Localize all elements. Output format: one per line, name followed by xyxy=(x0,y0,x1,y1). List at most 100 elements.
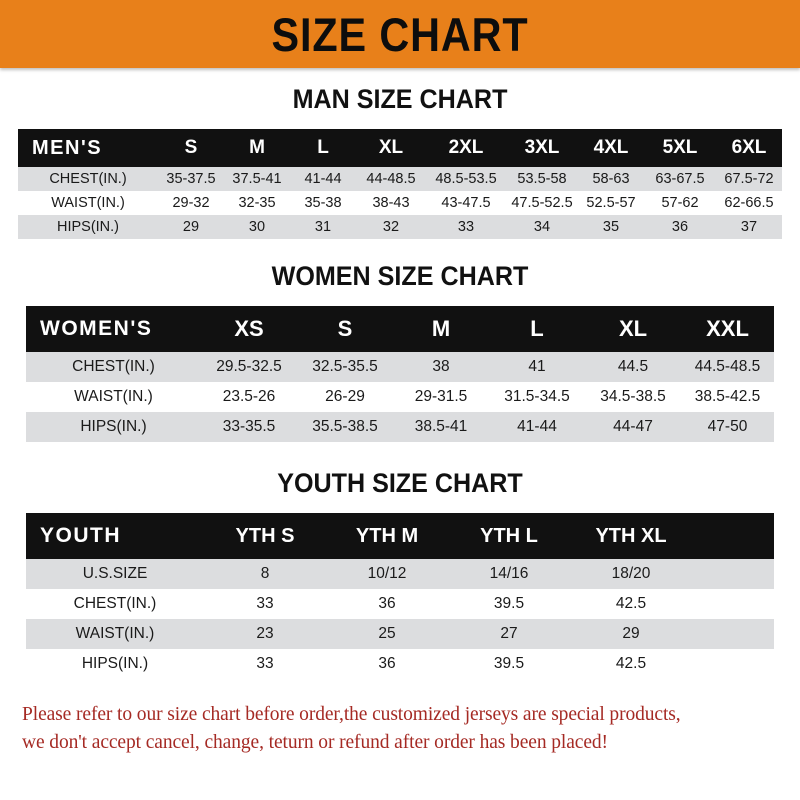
men-row-1-cell-0: 29-32 xyxy=(172,195,210,211)
youth-row-1-cell-0: 33 xyxy=(256,595,274,612)
men-row-0-cell-8: 67.5-72 xyxy=(724,171,774,187)
youth-row-0-cell-0: 8 xyxy=(260,565,270,582)
table-row: HIPS(IN.) 29 30 31 32 33 34 35 36 37 xyxy=(18,215,782,239)
youth-row-2-cell-1: 25 xyxy=(378,625,396,642)
youth-size-col-1: YTH M xyxy=(355,524,419,547)
men-row-2-cell-6: 35 xyxy=(602,219,620,235)
youth-row-2-cell-3: 29 xyxy=(622,625,640,642)
disclaimer-line-2: we don't accept cancel, change, teturn o… xyxy=(22,732,608,754)
men-row-0-label: CHEST(IN.) xyxy=(49,171,127,187)
table-row: WAIST(IN.) 23.5-26 26-29 29-31.5 31.5-34… xyxy=(26,382,774,412)
women-row-1-cell-0: 23.5-26 xyxy=(222,388,276,405)
youth-row-0-cell-2: 14/16 xyxy=(489,565,529,582)
men-row-1-cell-8: 62-66.5 xyxy=(724,195,774,211)
men-row-1-cell-3: 38-43 xyxy=(372,195,410,211)
women-row-2-cell-4: 44-47 xyxy=(613,418,653,435)
women-row-2-label: HIPS(IN.) xyxy=(80,418,147,435)
men-size-col-7: 5XL xyxy=(662,137,698,158)
page-banner: SIZE CHART xyxy=(0,0,800,68)
men-row-2-cell-2: 31 xyxy=(314,219,332,235)
youth-row-0-label: U.S.SIZE xyxy=(82,565,148,582)
men-size-col-8: 6XL xyxy=(731,137,767,158)
disclaimer-line-1: Please refer to our size chart before or… xyxy=(22,704,681,725)
youth-row-0-cell-4 xyxy=(692,559,774,589)
women-table-header-row: WOMEN'S XS S M L XL XXL xyxy=(26,306,774,352)
men-row-0-cell-3: 44-48.5 xyxy=(366,171,416,187)
men-row-1-cell-2: 35-38 xyxy=(304,195,342,211)
women-size-table: WOMEN'S XS S M L XL XXL CHEST(IN.) 29.5-… xyxy=(26,306,774,442)
men-row-0-cell-6: 58-63 xyxy=(592,171,630,187)
youth-row-3-cell-0: 33 xyxy=(256,655,274,672)
youth-row-3-cell-2: 39.5 xyxy=(493,655,525,672)
men-row-0-cell-4: 48.5-53.5 xyxy=(435,171,497,187)
youth-row-1-cell-1: 36 xyxy=(378,595,396,612)
youth-row-3-cell-3: 42.5 xyxy=(615,655,647,672)
women-row-0-cell-2: 38 xyxy=(432,358,450,375)
table-row: HIPS(IN.) 33-35.5 35.5-38.5 38.5-41 41-4… xyxy=(26,412,774,442)
table-row: CHEST(IN.) 35-37.5 37.5-41 41-44 44-48.5… xyxy=(18,167,782,191)
men-row-1-cell-7: 57-62 xyxy=(661,195,699,211)
men-size-col-3: XL xyxy=(378,137,404,158)
table-row: U.S.SIZE 8 10/12 14/16 18/20 xyxy=(26,559,774,589)
women-row-1-cell-1: 26-29 xyxy=(325,388,365,405)
women-row-2-cell-0: 33-35.5 xyxy=(222,418,276,435)
youth-size-col-3: YTH XL xyxy=(595,524,667,547)
women-table-wrap: WOMEN'S XS S M L XL XXL CHEST(IN.) 29.5-… xyxy=(0,306,800,442)
youth-row-2-label: WAIST(IN.) xyxy=(75,625,155,642)
men-row-0-cell-2: 41-44 xyxy=(304,171,342,187)
youth-size-table: YOUTH YTH S YTH M YTH L YTH XL U.S.SIZE … xyxy=(26,513,774,679)
men-row-2-cell-7: 36 xyxy=(671,219,689,235)
women-row-0-cell-4: 44.5 xyxy=(617,358,649,375)
women-row-2-cell-3: 41-44 xyxy=(517,418,557,435)
men-row-0-cell-1: 37.5-41 xyxy=(232,171,282,187)
youth-row-1-cell-2: 39.5 xyxy=(493,595,525,612)
men-row-2-cell-0: 29 xyxy=(182,219,200,235)
women-row-0-label: CHEST(IN.) xyxy=(72,358,155,375)
women-size-col-3: L xyxy=(530,316,544,341)
women-row-0-cell-1: 32.5-35.5 xyxy=(312,358,378,375)
men-row-2-label: HIPS(IN.) xyxy=(56,219,120,235)
youth-header-label: YOUTH xyxy=(40,524,121,547)
women-row-1-label: WAIST(IN.) xyxy=(74,388,153,405)
men-row-1-cell-4: 43-47.5 xyxy=(441,195,491,211)
men-size-col-5: 3XL xyxy=(524,137,560,158)
men-row-0-cell-7: 63-67.5 xyxy=(655,171,705,187)
women-row-2-cell-5: 47-50 xyxy=(707,418,748,435)
men-row-2-cell-4: 33 xyxy=(457,219,475,235)
men-size-col-4: 2XL xyxy=(448,137,484,158)
youth-row-1-label: CHEST(IN.) xyxy=(73,595,157,612)
table-row: HIPS(IN.) 33 36 39.5 42.5 xyxy=(26,649,774,679)
youth-size-col-2: YTH L xyxy=(480,524,538,547)
men-row-1-cell-6: 52.5-57 xyxy=(586,195,636,211)
youth-row-1-cell-4 xyxy=(692,589,774,619)
women-row-0-cell-3: 41 xyxy=(528,358,546,375)
women-row-2-cell-2: 38.5-41 xyxy=(414,418,468,435)
men-section-heading: MAN SIZE CHART xyxy=(292,84,508,114)
youth-row-2-cell-0: 23 xyxy=(256,625,274,642)
youth-table-wrap: YOUTH YTH S YTH M YTH L YTH XL U.S.SIZE … xyxy=(0,513,800,679)
women-size-col-5: XXL xyxy=(706,316,749,341)
youth-table-header-row: YOUTH YTH S YTH M YTH L YTH XL xyxy=(26,513,774,559)
women-header-label: WOMEN'S xyxy=(40,317,153,340)
men-size-col-6: 4XL xyxy=(593,137,629,158)
men-table-wrap: MEN'S S M L XL 2XL 3XL 4XL 5XL 6XL CHEST… xyxy=(0,129,800,239)
table-row: CHEST(IN.) 29.5-32.5 32.5-35.5 38 41 44.… xyxy=(26,352,774,382)
women-row-1-cell-2: 29-31.5 xyxy=(414,388,468,405)
men-size-col-1: M xyxy=(249,137,265,158)
women-row-1-cell-3: 31.5-34.5 xyxy=(504,388,570,405)
women-row-0-cell-5: 44.5-48.5 xyxy=(694,358,761,375)
youth-row-3-cell-4 xyxy=(692,649,774,679)
table-row: WAIST(IN.) 29-32 32-35 35-38 38-43 43-47… xyxy=(18,191,782,215)
youth-row-2-cell-4 xyxy=(692,619,774,649)
men-size-table: MEN'S S M L XL 2XL 3XL 4XL 5XL 6XL CHEST… xyxy=(18,129,782,239)
youth-size-col-4 xyxy=(692,513,774,559)
men-header-label: MEN'S xyxy=(32,136,103,159)
men-row-2-cell-1: 30 xyxy=(248,219,266,235)
women-size-col-1: S xyxy=(337,316,353,341)
youth-row-1-cell-3: 42.5 xyxy=(615,595,647,612)
women-row-0-cell-0: 29.5-32.5 xyxy=(216,358,282,375)
women-row-1-cell-4: 34.5-38.5 xyxy=(600,388,666,405)
men-row-2-cell-5: 34 xyxy=(533,219,551,235)
men-size-col-2: L xyxy=(317,137,329,158)
